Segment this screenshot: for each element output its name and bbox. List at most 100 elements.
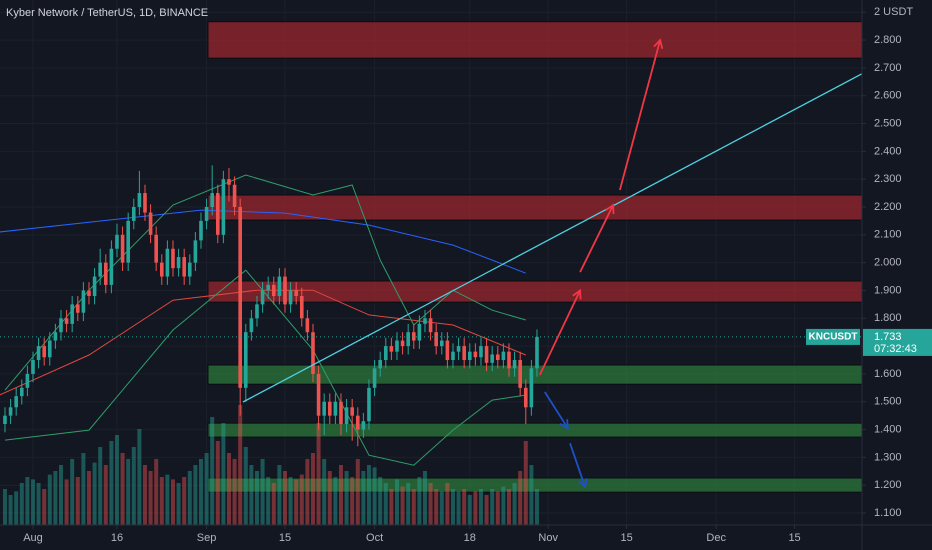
volume-bar <box>534 489 539 525</box>
volume-bar <box>142 465 147 525</box>
volume-bar <box>114 435 119 525</box>
candle-body <box>479 346 483 358</box>
candle-body <box>36 346 41 361</box>
arrow <box>569 442 588 489</box>
candle-body <box>495 354 500 361</box>
candle-body <box>350 407 354 416</box>
volume-bar <box>254 471 259 525</box>
x-tick-label: Aug <box>23 532 43 544</box>
candle-body <box>507 351 511 369</box>
volume-bar <box>154 459 159 525</box>
volume-bar <box>271 483 276 525</box>
volume-bar <box>215 441 220 525</box>
volume-bar <box>439 491 444 525</box>
volume-bar <box>148 471 153 525</box>
candle-body <box>434 332 438 347</box>
candle-body <box>3 415 7 425</box>
symbol-label-box <box>806 328 860 345</box>
candle-body <box>339 401 343 425</box>
y-tick-label: 1.400 <box>874 423 902 435</box>
indicator-line <box>4 174 526 391</box>
volume-bar <box>187 471 192 525</box>
volume-bar <box>450 489 455 525</box>
candle-body <box>305 318 310 333</box>
candle-body <box>70 304 74 324</box>
candle-body <box>182 257 186 277</box>
y-tick-label: 2.800 <box>874 34 902 46</box>
candle-body <box>512 360 517 369</box>
x-tick-label: Nov <box>538 532 558 544</box>
volume-bar <box>310 453 315 525</box>
candle-body <box>25 373 30 388</box>
candle-body <box>81 290 86 313</box>
volume-bar <box>406 483 411 525</box>
candle-body <box>294 290 298 297</box>
zone <box>207 280 862 303</box>
candle-body <box>473 351 478 358</box>
volume-bar <box>277 465 282 525</box>
y-tick-label: 2.300 <box>874 173 902 185</box>
x-tick-label: Dec <box>706 532 726 544</box>
volume-bar <box>478 489 483 525</box>
candle-body <box>19 387 24 397</box>
volume-bar <box>434 489 439 525</box>
volume-bar <box>361 471 366 525</box>
y-tick-label: 2.700 <box>874 62 902 74</box>
volume-bar <box>243 447 248 525</box>
candle-body <box>344 407 349 425</box>
volume-bar <box>350 477 355 525</box>
candle-body <box>266 284 270 291</box>
volume-bar <box>103 465 108 525</box>
volume-bar <box>210 417 215 525</box>
y-tick-label: 2 USDT <box>874 6 913 18</box>
candle-body <box>159 262 164 277</box>
volume-bar <box>8 495 13 525</box>
volume-bar <box>2 489 7 525</box>
candle-body <box>311 332 315 374</box>
candle-body <box>187 262 192 277</box>
volume-bar <box>299 474 304 525</box>
volume-bar <box>232 459 237 525</box>
volume-bar <box>249 465 254 525</box>
candle-body <box>87 290 91 297</box>
candle-body <box>456 346 461 352</box>
y-tick-label: 1.200 <box>874 479 902 491</box>
candle-body <box>367 387 371 422</box>
candle-body <box>204 206 209 221</box>
y-tick-label: 2.100 <box>874 229 902 241</box>
candle-body <box>423 318 427 324</box>
y-tick-label: 1.300 <box>874 451 902 463</box>
candle-body <box>299 296 304 319</box>
price-label: 1.733 <box>874 331 902 343</box>
candle-body <box>400 340 405 347</box>
candle-body <box>490 354 494 363</box>
x-tick-label: 15 <box>788 532 800 544</box>
volume-bar <box>422 471 427 525</box>
chart-title: Kyber Network / TetherUS, 1D, BINANCE <box>6 7 208 19</box>
candle-body <box>42 346 46 358</box>
y-tick-label: 1.500 <box>874 396 902 408</box>
candle-body <box>115 234 119 249</box>
candle-body <box>227 179 231 185</box>
candle-body <box>215 193 220 235</box>
volume-bar <box>75 477 80 525</box>
volume-bar <box>42 489 47 525</box>
y-tick-label: 2.600 <box>874 90 902 102</box>
volume-bar <box>266 477 271 525</box>
x-tick-label: Oct <box>366 532 383 544</box>
candle-body <box>154 234 158 263</box>
candle-body <box>238 206 242 388</box>
candle-body <box>53 332 58 341</box>
volume-bar <box>137 429 142 525</box>
grid <box>0 0 862 525</box>
volume-bar <box>456 491 461 525</box>
volume-bar <box>322 459 327 525</box>
candle-body <box>406 332 410 347</box>
volume-bar <box>495 491 500 525</box>
candle-body <box>109 248 114 285</box>
candle-body <box>288 290 293 305</box>
volume-bar <box>30 479 35 525</box>
volume-bar <box>282 471 287 525</box>
volume-bar <box>378 477 383 525</box>
